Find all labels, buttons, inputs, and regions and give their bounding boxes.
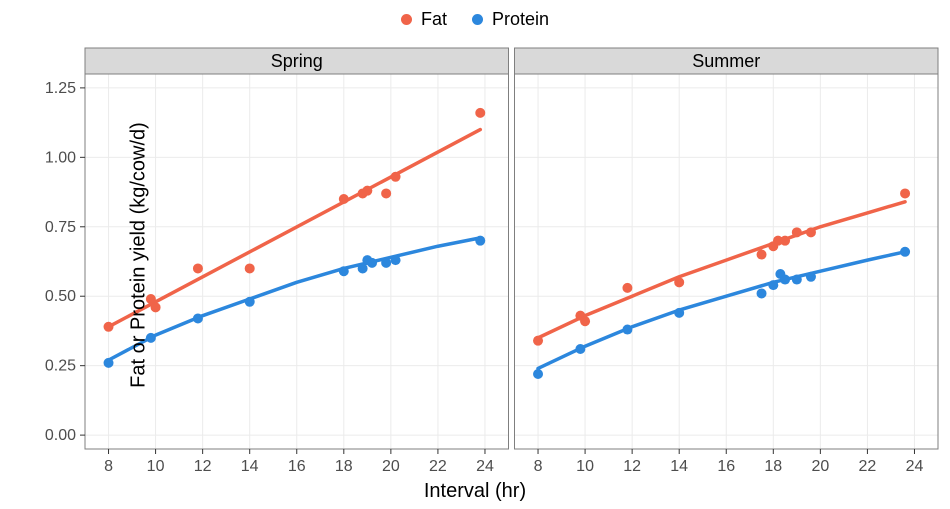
svg-text:14: 14 xyxy=(670,458,688,475)
svg-text:16: 16 xyxy=(288,458,306,475)
y-axis-title: Fat or Protein yield (kg/cow/d) xyxy=(127,122,150,388)
svg-text:0.50: 0.50 xyxy=(45,288,76,305)
svg-text:22: 22 xyxy=(429,458,447,475)
legend: Fat Protein xyxy=(0,8,950,30)
legend-item-protein: Protein xyxy=(472,8,549,30)
legend-label-fat: Fat xyxy=(421,9,447,29)
legend-label-protein: Protein xyxy=(492,9,549,29)
svg-text:8: 8 xyxy=(104,458,113,475)
legend-dot-protein xyxy=(472,14,483,25)
svg-text:22: 22 xyxy=(859,458,877,475)
svg-text:18: 18 xyxy=(335,458,353,475)
svg-text:Spring: Spring xyxy=(271,51,323,71)
svg-text:Summer: Summer xyxy=(692,51,760,71)
chart-container: { "chart": { "type": "scatter-with-fit-l… xyxy=(0,0,950,509)
svg-text:8: 8 xyxy=(534,458,543,475)
svg-text:24: 24 xyxy=(476,458,494,475)
svg-text:1.25: 1.25 xyxy=(45,80,76,97)
svg-text:20: 20 xyxy=(382,458,400,475)
svg-text:18: 18 xyxy=(764,458,782,475)
svg-text:12: 12 xyxy=(623,458,641,475)
x-axis-title: Interval (hr) xyxy=(0,480,950,503)
svg-text:0.25: 0.25 xyxy=(45,358,76,375)
svg-text:1.00: 1.00 xyxy=(45,149,76,166)
legend-item-fat: Fat xyxy=(401,8,447,30)
svg-text:10: 10 xyxy=(147,458,165,475)
svg-text:0.00: 0.00 xyxy=(45,427,76,444)
svg-text:16: 16 xyxy=(717,458,735,475)
svg-text:20: 20 xyxy=(811,458,829,475)
svg-text:14: 14 xyxy=(241,458,259,475)
svg-text:0.75: 0.75 xyxy=(45,219,76,236)
svg-text:12: 12 xyxy=(194,458,212,475)
svg-text:10: 10 xyxy=(576,458,594,475)
legend-dot-fat xyxy=(401,14,412,25)
svg-text:24: 24 xyxy=(906,458,924,475)
